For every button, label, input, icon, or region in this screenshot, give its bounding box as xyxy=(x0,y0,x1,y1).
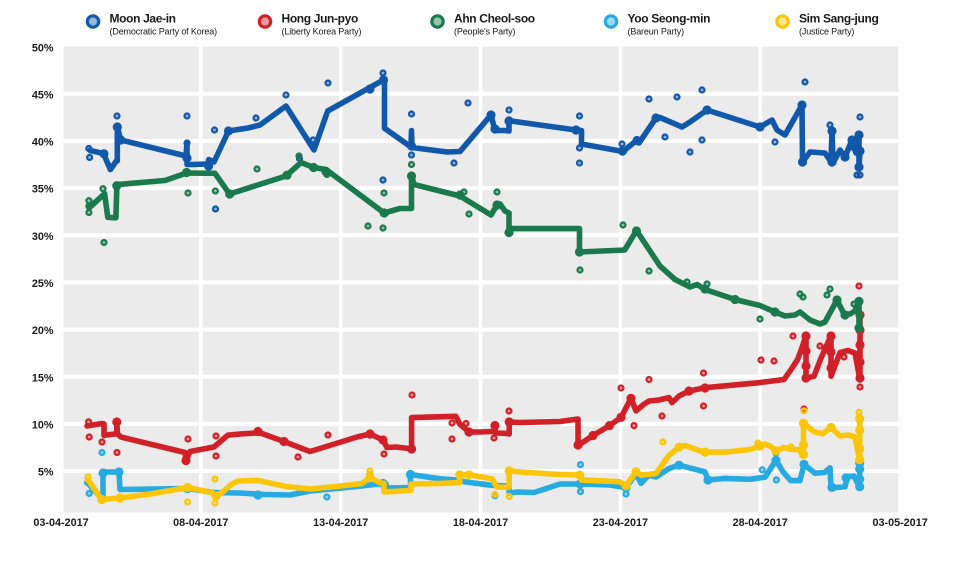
svg-text:03-04-2017: 03-04-2017 xyxy=(33,517,88,529)
svg-text:10%: 10% xyxy=(32,420,54,432)
svg-text:20%: 20% xyxy=(32,325,54,337)
svg-text:5%: 5% xyxy=(38,467,54,479)
svg-text:(Liberty Korea Party): (Liberty Korea Party) xyxy=(282,26,362,36)
svg-text:50%: 50% xyxy=(32,42,54,54)
svg-text:(Democratic Party of Korea): (Democratic Party of Korea) xyxy=(110,26,218,36)
svg-text:23-04-2017: 23-04-2017 xyxy=(593,517,648,529)
svg-text:45%: 45% xyxy=(32,89,54,101)
svg-text:13-04-2017: 13-04-2017 xyxy=(313,517,368,529)
svg-text:(People's Party): (People's Party) xyxy=(454,26,515,36)
svg-text:08-04-2017: 08-04-2017 xyxy=(173,517,228,529)
svg-text:Yoo Seong-min: Yoo Seong-min xyxy=(628,12,711,26)
svg-text:18-04-2017: 18-04-2017 xyxy=(453,517,508,529)
svg-text:Moon Jae-in: Moon Jae-in xyxy=(110,12,176,26)
svg-text:28-04-2017: 28-04-2017 xyxy=(733,517,788,529)
svg-text:(Bareun Party): (Bareun Party) xyxy=(628,26,685,36)
svg-text:(Justice Party): (Justice Party) xyxy=(799,26,854,36)
svg-text:35%: 35% xyxy=(32,184,54,196)
svg-text:03-05-2017: 03-05-2017 xyxy=(872,517,927,529)
svg-text:Sim Sang-jung: Sim Sang-jung xyxy=(799,12,878,26)
svg-text:Ahn Cheol-soo: Ahn Cheol-soo xyxy=(454,12,535,26)
svg-text:30%: 30% xyxy=(32,231,54,243)
svg-text:15%: 15% xyxy=(32,372,54,384)
svg-text:25%: 25% xyxy=(32,278,54,290)
svg-text:Hong Jun-pyo: Hong Jun-pyo xyxy=(282,12,358,26)
svg-text:40%: 40% xyxy=(32,137,54,149)
